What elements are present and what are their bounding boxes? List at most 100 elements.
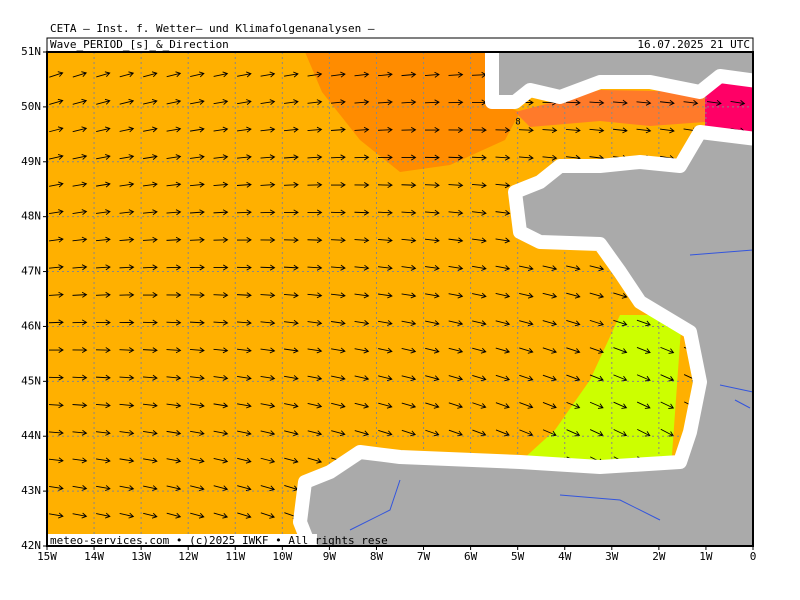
- wave-arrow: [237, 374, 252, 381]
- wave-arrow: [307, 126, 323, 133]
- wave-arrow: [72, 512, 88, 519]
- wave-arrow: [190, 457, 205, 464]
- wave-arrow: [401, 429, 416, 437]
- wave-arrow: [213, 71, 229, 78]
- wave-arrow: [166, 430, 182, 436]
- wave-arrow: [472, 237, 487, 244]
- wave-arrow: [495, 429, 510, 437]
- wave-arrow: [260, 126, 276, 133]
- wave-arrow: [378, 292, 393, 299]
- lon-label: 4W: [558, 550, 572, 563]
- wave-arrow: [354, 154, 370, 161]
- wave-arrow: [142, 209, 158, 216]
- wave-arrow: [354, 430, 370, 437]
- wave-arrow: [49, 512, 64, 519]
- wave-arrow: [612, 99, 628, 106]
- wave-arrow: [659, 99, 675, 106]
- wave-arrow: [49, 181, 64, 188]
- wave-arrow: [96, 512, 111, 519]
- wave-arrow: [95, 236, 111, 243]
- footer-text: meteo-services.com • (c)2025 IWKF • All …: [50, 534, 388, 547]
- wave-arrow: [660, 374, 675, 382]
- wave-arrow: [260, 99, 276, 105]
- wave-arrow: [707, 99, 722, 106]
- wave-arrow: [190, 126, 205, 133]
- wave-arrow: [425, 320, 440, 326]
- wave-arrow: [330, 264, 346, 271]
- wave-arrow: [330, 237, 346, 244]
- header-subtitle: Wave_PERIOD_[s]_&_Direction: [50, 38, 229, 51]
- wave-arrow: [260, 457, 276, 464]
- wave-arrow: [377, 264, 393, 271]
- lon-label: 8W: [370, 550, 384, 563]
- wave-arrow: [566, 429, 581, 437]
- lat-label: 44N: [21, 429, 41, 442]
- wave-arrow: [730, 100, 746, 106]
- wave-arrow: [307, 181, 323, 188]
- wave-arrow: [378, 402, 393, 409]
- wave-arrow: [307, 347, 323, 354]
- wave-arrow: [95, 429, 111, 436]
- wave-arrow: [448, 127, 464, 133]
- wave-arrow: [307, 209, 323, 216]
- wave-arrow: [119, 71, 135, 78]
- wave-arrow: [519, 265, 534, 271]
- wave-arrow: [142, 374, 158, 381]
- wave-arrow: [189, 236, 205, 243]
- wave-arrow: [213, 402, 229, 409]
- wave-arrow: [401, 126, 417, 133]
- wave-arrow: [401, 375, 417, 382]
- wave-arrow: [260, 71, 276, 78]
- wave-arrow: [660, 401, 675, 409]
- wave-arrow: [260, 209, 276, 216]
- lat-label: 47N: [21, 265, 41, 278]
- wave-arrow: [189, 347, 205, 354]
- wave-arrow: [72, 181, 88, 188]
- wave-arrow: [589, 265, 605, 272]
- wave-arrow: [213, 374, 229, 381]
- wave-arrow: [377, 154, 393, 161]
- wave-arrow: [284, 71, 299, 78]
- wave-arrow: [72, 485, 88, 491]
- wave-arrow: [190, 512, 205, 519]
- wave-arrow: [49, 126, 64, 133]
- wave-arrow: [72, 319, 88, 326]
- wave-arrow: [307, 319, 323, 326]
- wave-arrow: [307, 375, 323, 381]
- wave-arrow: [49, 236, 64, 243]
- wave-arrow: [377, 99, 393, 106]
- wave-arrow: [48, 319, 64, 326]
- wave-arrow: [213, 236, 229, 243]
- wave-arrow: [448, 347, 464, 354]
- wave-arrow: [448, 209, 464, 216]
- wave-arrow: [213, 126, 229, 133]
- wave-arrow: [636, 374, 651, 382]
- wave-arrow: [495, 265, 511, 271]
- place-label: eaux: [755, 382, 782, 395]
- wave-arrow: [330, 182, 346, 188]
- wave-arrow: [260, 292, 276, 299]
- wave-arrow: [519, 292, 534, 299]
- wave-arrow: [143, 71, 158, 78]
- wave-arrow: [519, 429, 534, 437]
- wave-arrow: [401, 209, 417, 216]
- lon-label: 2W: [652, 550, 666, 563]
- wave-arrow: [377, 209, 393, 216]
- wave-arrow: [213, 430, 229, 436]
- wave-arrow: [401, 99, 417, 106]
- wave-arrow: [471, 154, 487, 161]
- wave-arrow: [472, 375, 487, 382]
- wave-arrow: [237, 485, 252, 492]
- wave-arrow: [96, 71, 111, 78]
- wave-arrow: [354, 237, 370, 244]
- wave-arrow: [542, 127, 558, 134]
- lon-label: 3W: [605, 550, 619, 563]
- lat-label: 42N: [21, 539, 41, 552]
- wave-arrow: [425, 292, 440, 299]
- lon-label: 0: [750, 550, 757, 563]
- contour-label: 8: [515, 118, 520, 128]
- wave-arrow: [542, 429, 557, 437]
- wave-arrow: [236, 237, 252, 243]
- wave-arrow: [330, 126, 346, 133]
